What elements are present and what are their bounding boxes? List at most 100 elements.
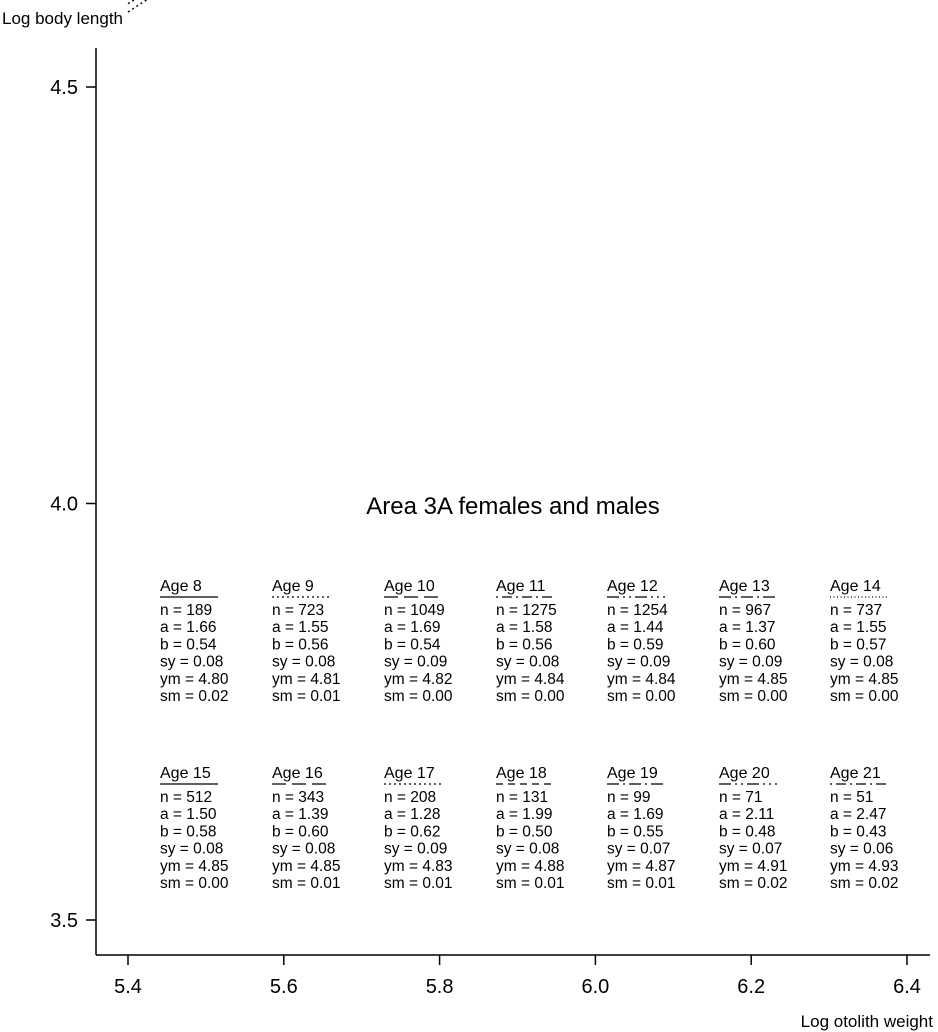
age-label: Age 21 — [830, 765, 881, 782]
age-label: Age 12 — [607, 578, 658, 595]
stat-b: b = 0.55 — [607, 823, 663, 840]
stat-b: b = 0.54 — [384, 636, 441, 653]
stat-a: a = 1.58 — [496, 619, 552, 636]
stat-sy: sy = 0.09 — [719, 654, 782, 671]
age-label: Age 19 — [607, 765, 658, 782]
regression-lines — [127, 0, 148, 13]
stat-sy: sy = 0.09 — [384, 841, 447, 858]
y-axis-label: Log body length — [2, 9, 123, 28]
stat-sy: sy = 0.08 — [272, 841, 335, 858]
stat-a: a = 1.69 — [607, 806, 663, 823]
stat-sy: sy = 0.07 — [719, 841, 782, 858]
stat-ym: ym = 4.82 — [384, 671, 453, 688]
stat-ym: ym = 4.91 — [719, 858, 788, 875]
stat-sm: sm = 0.01 — [607, 875, 676, 892]
stat-a: a = 1.55 — [830, 619, 886, 636]
stat-sy: sy = 0.09 — [607, 654, 670, 671]
age-label: Age 18 — [496, 765, 547, 782]
stat-sy: sy = 0.08 — [496, 654, 559, 671]
stat-sm: sm = 0.02 — [719, 875, 788, 892]
stat-a: a = 1.55 — [272, 619, 328, 636]
stat-ym: ym = 4.85 — [272, 858, 341, 875]
stat-a: a = 1.50 — [160, 806, 217, 823]
stat-sm: sm = 0.01 — [272, 875, 341, 892]
age-label: Age 9 — [272, 578, 314, 595]
stat-a: a = 1.39 — [272, 806, 328, 823]
stat-ym: ym = 4.87 — [607, 858, 676, 875]
stat-b: b = 0.54 — [160, 636, 217, 653]
stat-a: a = 1.99 — [496, 806, 552, 823]
stat-sm: sm = 0.00 — [496, 688, 565, 705]
stat-a: a = 1.37 — [719, 619, 775, 636]
age-label: Age 14 — [830, 578, 881, 595]
stat-sm: sm = 0.01 — [272, 688, 341, 705]
stat-sm: sm = 0.00 — [719, 688, 788, 705]
age-label: Age 20 — [719, 765, 770, 782]
stat-n: n = 208 — [384, 789, 436, 806]
stat-b: b = 0.59 — [607, 636, 663, 653]
stat-sm: sm = 0.01 — [496, 875, 565, 892]
age-label: Age 10 — [384, 578, 435, 595]
stat-ym: ym = 4.85 — [160, 858, 229, 875]
stat-ym: ym = 4.93 — [830, 858, 899, 875]
stat-b: b = 0.60 — [272, 823, 329, 840]
stat-n: n = 51 — [830, 789, 874, 806]
age-label: Age 16 — [272, 765, 323, 782]
y-tick-label: 4.0 — [50, 494, 78, 516]
y-ticks: 3.54.04.55.05.5 — [50, 77, 96, 932]
stat-sy: sy = 0.08 — [830, 654, 893, 671]
stat-a: a = 1.66 — [160, 619, 216, 636]
stat-b: b = 0.43 — [830, 823, 886, 840]
stat-a: a = 2.11 — [719, 806, 774, 823]
stat-n: n = 737 — [830, 602, 882, 619]
stat-b: b = 0.62 — [384, 823, 440, 840]
stat-sy: sy = 0.08 — [496, 841, 559, 858]
stat-a: a = 2.47 — [830, 806, 886, 823]
stat-sy: sy = 0.09 — [384, 654, 447, 671]
stat-sm: sm = 0.02 — [160, 688, 229, 705]
stat-n: n = 967 — [719, 602, 771, 619]
regression-line — [127, 0, 148, 13]
x-tick-label: 6.0 — [581, 976, 609, 998]
stat-ym: ym = 4.88 — [496, 858, 565, 875]
stat-n: n = 1254 — [607, 602, 668, 619]
stat-ym: ym = 4.83 — [384, 858, 453, 875]
stat-n: n = 343 — [272, 789, 324, 806]
x-axis-label: Log otolith weight — [801, 1012, 934, 1031]
x-tick-label: 6.2 — [737, 976, 765, 998]
stat-b: b = 0.56 — [272, 636, 328, 653]
stat-n: n = 1049 — [384, 602, 445, 619]
stat-sy: sy = 0.06 — [830, 841, 893, 858]
stat-n: n = 723 — [272, 602, 324, 619]
stat-sy: sy = 0.08 — [160, 654, 223, 671]
stat-b: b = 0.57 — [830, 636, 886, 653]
stat-b: b = 0.50 — [496, 823, 553, 840]
stat-n: n = 99 — [607, 789, 651, 806]
stat-sy: sy = 0.08 — [160, 841, 223, 858]
stat-n: n = 131 — [496, 789, 548, 806]
stat-sm: sm = 0.00 — [830, 688, 899, 705]
stat-a: a = 1.28 — [384, 806, 440, 823]
stat-b: b = 0.58 — [160, 823, 216, 840]
stat-sm: sm = 0.00 — [607, 688, 676, 705]
stat-a: a = 1.69 — [384, 619, 440, 636]
stat-b: b = 0.60 — [719, 636, 776, 653]
stat-ym: ym = 4.84 — [607, 671, 676, 688]
age-label: Age 13 — [719, 578, 770, 595]
x-ticks: 5.4 5.6 5.8 6.0 6.2 6.4 — [114, 955, 921, 998]
